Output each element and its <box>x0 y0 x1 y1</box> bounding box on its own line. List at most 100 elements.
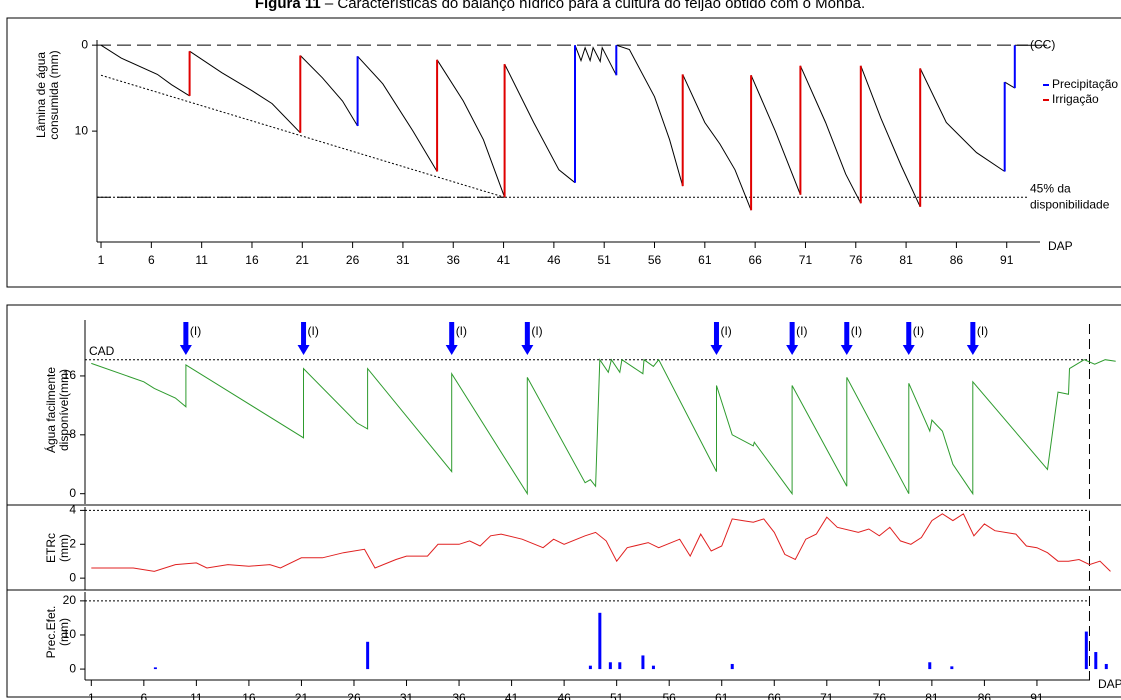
x-tick-label: 41 <box>497 253 511 267</box>
x-tick-label: 31 <box>396 253 410 267</box>
x-tick-label: 11 <box>190 691 203 700</box>
bar <box>588 665 592 670</box>
x-tick-label: 41 <box>505 691 519 700</box>
x-tick-label: 1 <box>98 253 105 267</box>
x-tick-label: 1 <box>88 691 95 700</box>
x-tick-label: 16 <box>242 691 256 700</box>
y-tick-label: 10 <box>75 123 89 137</box>
irrigation-label: (I) <box>796 324 807 338</box>
y-axis-title: consumida (mm) <box>47 50 61 139</box>
bar <box>153 667 157 670</box>
x-tick-label: 51 <box>598 253 612 267</box>
irrigation-label: (I) <box>720 324 731 338</box>
bar <box>730 663 734 670</box>
bar <box>608 662 612 670</box>
x-tick-label: 76 <box>873 691 887 700</box>
reference-label: 45% da <box>1030 181 1071 195</box>
x-tick-label: 16 <box>245 253 259 267</box>
irrigation-arrow <box>179 322 192 355</box>
legend-label: Precipitação <box>1052 77 1118 91</box>
y-tick-label: 8 <box>69 427 76 441</box>
irrigation-label: (I) <box>977 324 988 338</box>
bar <box>1104 663 1108 670</box>
irrigation-arrow <box>521 322 534 355</box>
x-tick-label: 26 <box>347 691 361 700</box>
x-tick-label: 56 <box>648 253 662 267</box>
bar <box>1084 631 1088 670</box>
legend-label: Irrigação <box>1052 92 1099 106</box>
x-tick-label: 21 <box>295 691 309 700</box>
y-axis-title: Prec.Efet. <box>44 606 58 659</box>
irrigation-arrow <box>786 322 799 355</box>
irrigation-arrow <box>966 322 979 355</box>
data-line <box>91 358 1116 496</box>
x-tick-label: 91 <box>1000 253 1014 267</box>
x-axis-title: DAP <box>1098 677 1121 691</box>
y-axis-title: disponível(mm) <box>57 369 71 451</box>
x-tick-label: 46 <box>547 253 561 267</box>
y-tick-label: 0 <box>69 486 76 500</box>
irrigation-label: (I) <box>531 324 542 338</box>
figure-caption: Figura 11 – Características do balanço h… <box>255 0 865 12</box>
x-tick-label: 61 <box>698 253 712 267</box>
x-tick-label: 56 <box>663 691 677 700</box>
x-tick-label: 36 <box>452 691 466 700</box>
bar <box>928 662 932 670</box>
irrigation-arrow <box>840 322 853 355</box>
reference-label: (CC) <box>1030 37 1055 51</box>
y-tick-label: 0 <box>69 661 76 675</box>
caption-text: – Características do balanço hídrico par… <box>325 0 865 12</box>
data-line <box>356 45 1016 183</box>
data-line <box>188 51 922 211</box>
irrigation-label: (I) <box>913 324 924 338</box>
x-tick-label: 76 <box>849 253 863 267</box>
y-axis-title: Água facilmente <box>43 367 58 453</box>
x-tick-label: 81 <box>899 253 913 267</box>
irrigation-arrow <box>902 322 915 355</box>
x-tick-label: 66 <box>748 253 762 267</box>
y-tick-label: 2 <box>69 536 76 550</box>
x-tick-label: 6 <box>140 691 147 700</box>
x-tick-label: 21 <box>296 253 310 267</box>
x-tick-label: 86 <box>978 691 992 700</box>
irrigation-arrow <box>297 322 310 355</box>
x-tick-label: 86 <box>950 253 964 267</box>
x-axis-title: DAP <box>1048 239 1073 253</box>
irrigation-label: (I) <box>456 324 467 338</box>
x-tick-label: 51 <box>610 691 624 700</box>
x-tick-label: 31 <box>400 691 414 700</box>
x-tick-label: 91 <box>1030 691 1044 700</box>
x-tick-label: 36 <box>447 253 461 267</box>
data-line <box>91 513 1111 572</box>
irrigation-label: (I) <box>190 324 201 338</box>
guide-line <box>100 74 505 198</box>
bar <box>1094 652 1098 670</box>
irrigation-label: (I) <box>851 324 862 338</box>
panel-frame <box>6 17 1121 288</box>
y-tick-label: 10 <box>63 627 77 641</box>
irrigation-label: (I) <box>308 324 319 338</box>
reference-label: disponibilidade <box>1030 197 1110 211</box>
y-tick-label: 4 <box>69 503 76 517</box>
bar <box>641 655 645 670</box>
x-tick-label: 11 <box>195 253 208 267</box>
panel-frame <box>6 304 1121 698</box>
x-tick-label: 26 <box>346 253 360 267</box>
x-tick-label: 61 <box>715 691 729 700</box>
y-axis-title: ETRc <box>44 533 58 563</box>
irrigation-arrow <box>710 322 723 355</box>
data-line <box>100 44 1047 211</box>
x-tick-label: 71 <box>820 691 834 700</box>
bar <box>366 641 370 670</box>
x-tick-label: 66 <box>768 691 782 700</box>
y-tick-label: 20 <box>63 593 77 607</box>
x-tick-label: 81 <box>925 691 939 700</box>
bar <box>598 612 602 670</box>
x-tick-label: 46 <box>557 691 571 700</box>
bar <box>651 665 655 670</box>
x-tick-label: 6 <box>148 253 155 267</box>
irrigation-arrow <box>445 322 458 355</box>
y-axis-title: (mm) <box>57 534 71 562</box>
bar <box>618 662 622 670</box>
